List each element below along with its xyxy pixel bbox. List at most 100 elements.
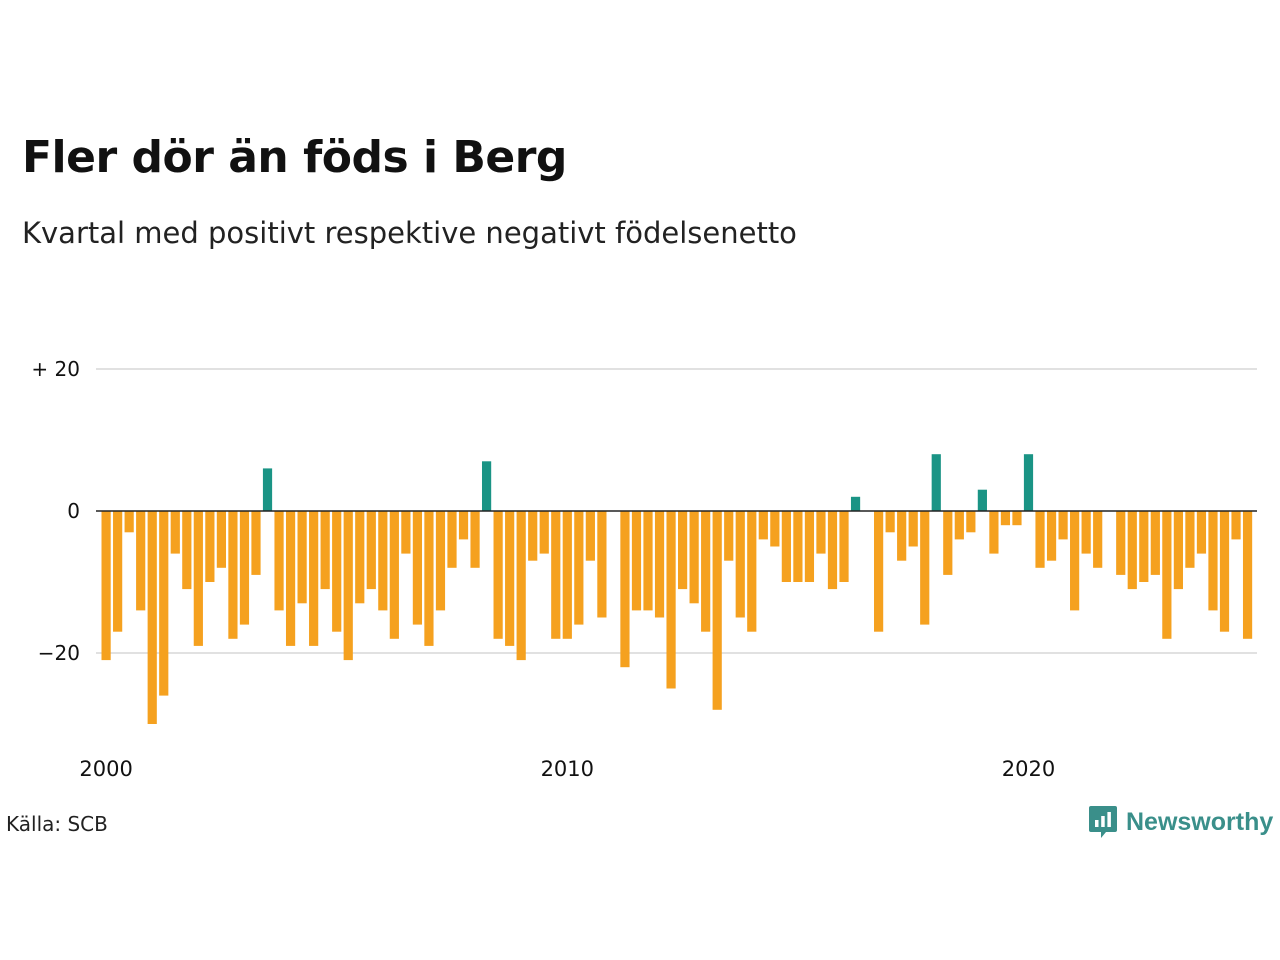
bar xyxy=(1058,511,1068,540)
bar xyxy=(1070,511,1080,611)
bar xyxy=(239,511,250,625)
bar xyxy=(1035,511,1045,568)
bar xyxy=(1046,511,1057,561)
x-axis-labels: 2000 2010 2020 xyxy=(79,757,1055,781)
bar xyxy=(943,511,953,575)
bar xyxy=(631,511,642,611)
bar xyxy=(1093,511,1103,568)
bar xyxy=(355,511,365,604)
chart-title: Fler dör än föds i Berg xyxy=(22,132,567,183)
bar xyxy=(793,511,803,582)
bar xyxy=(193,511,203,646)
bar xyxy=(724,511,734,561)
bar xyxy=(747,511,757,632)
newsworthy-logo[interactable]: Newsworthy xyxy=(1088,804,1273,840)
y-tick-label: + 20 xyxy=(31,357,80,381)
bar xyxy=(412,511,423,625)
bars xyxy=(101,454,1253,724)
bar xyxy=(770,511,780,547)
bar xyxy=(320,511,330,590)
bar xyxy=(447,511,457,568)
bar xyxy=(597,511,607,618)
bar xyxy=(827,511,838,590)
bar xyxy=(735,511,745,618)
bar xyxy=(274,511,284,611)
bar xyxy=(562,511,572,639)
x-tick-label: 2000 xyxy=(79,757,132,781)
bar xyxy=(989,511,999,554)
bar xyxy=(654,511,665,618)
bar xyxy=(505,511,515,646)
bar xyxy=(101,511,111,661)
bar xyxy=(1219,511,1230,632)
bar xyxy=(874,511,884,632)
bar xyxy=(678,511,688,590)
bar xyxy=(1185,511,1195,568)
bar xyxy=(366,511,376,590)
x-tick-label: 2020 xyxy=(1002,757,1055,781)
bar xyxy=(481,461,492,511)
bar xyxy=(1081,511,1091,554)
bar xyxy=(136,511,146,611)
bar xyxy=(516,511,526,661)
bar xyxy=(885,511,895,533)
bar xyxy=(182,511,192,590)
bar xyxy=(620,511,630,668)
bar xyxy=(159,511,169,696)
bar xyxy=(839,511,849,582)
bar xyxy=(1196,511,1207,554)
bar xyxy=(493,511,503,639)
bar xyxy=(1242,511,1253,639)
bar xyxy=(643,511,653,611)
bar xyxy=(1173,511,1183,590)
bar xyxy=(781,511,791,582)
bar xyxy=(539,511,549,554)
x-tick-label: 2010 xyxy=(541,757,594,781)
bar xyxy=(804,511,815,582)
bar xyxy=(585,511,595,561)
bar xyxy=(897,511,907,561)
bar xyxy=(1000,511,1011,526)
bar xyxy=(551,511,561,639)
bar xyxy=(401,511,411,554)
bar xyxy=(309,511,319,646)
bar xyxy=(332,511,342,632)
y-axis-labels: + 20 0 −20 xyxy=(31,357,80,665)
y-tick-label: 0 xyxy=(67,499,80,523)
bar xyxy=(1023,454,1034,511)
source-note: Källa: SCB xyxy=(6,812,108,836)
bar xyxy=(1139,511,1149,582)
newsworthy-logo-icon xyxy=(1089,806,1117,838)
bar xyxy=(147,511,157,724)
bar xyxy=(574,511,584,625)
bar xyxy=(666,511,676,689)
bar xyxy=(816,511,826,554)
bar xyxy=(378,511,388,611)
y-tick-label: −20 xyxy=(38,641,80,665)
bar xyxy=(285,511,296,646)
bar xyxy=(701,511,711,632)
chart-subtitle: Kvartal med positivt respektive negativt… xyxy=(22,216,797,250)
bar xyxy=(908,511,918,547)
bar xyxy=(1150,511,1160,575)
bar xyxy=(170,511,180,554)
bar xyxy=(712,511,722,710)
bar xyxy=(470,511,480,568)
newsworthy-logo-text: Newsworthy xyxy=(1126,807,1274,836)
bar xyxy=(1231,511,1241,540)
bar xyxy=(954,511,964,540)
bar xyxy=(689,511,699,604)
bar xyxy=(528,511,538,561)
bar xyxy=(389,511,399,639)
bar xyxy=(458,511,469,540)
bar xyxy=(931,454,941,511)
bar xyxy=(205,511,215,582)
bar xyxy=(216,511,226,568)
bar xyxy=(758,511,768,540)
bar xyxy=(920,511,930,625)
bar xyxy=(1162,511,1172,639)
bar xyxy=(1127,511,1137,590)
bar xyxy=(297,511,307,604)
bar xyxy=(1116,511,1126,575)
bar xyxy=(228,511,238,639)
